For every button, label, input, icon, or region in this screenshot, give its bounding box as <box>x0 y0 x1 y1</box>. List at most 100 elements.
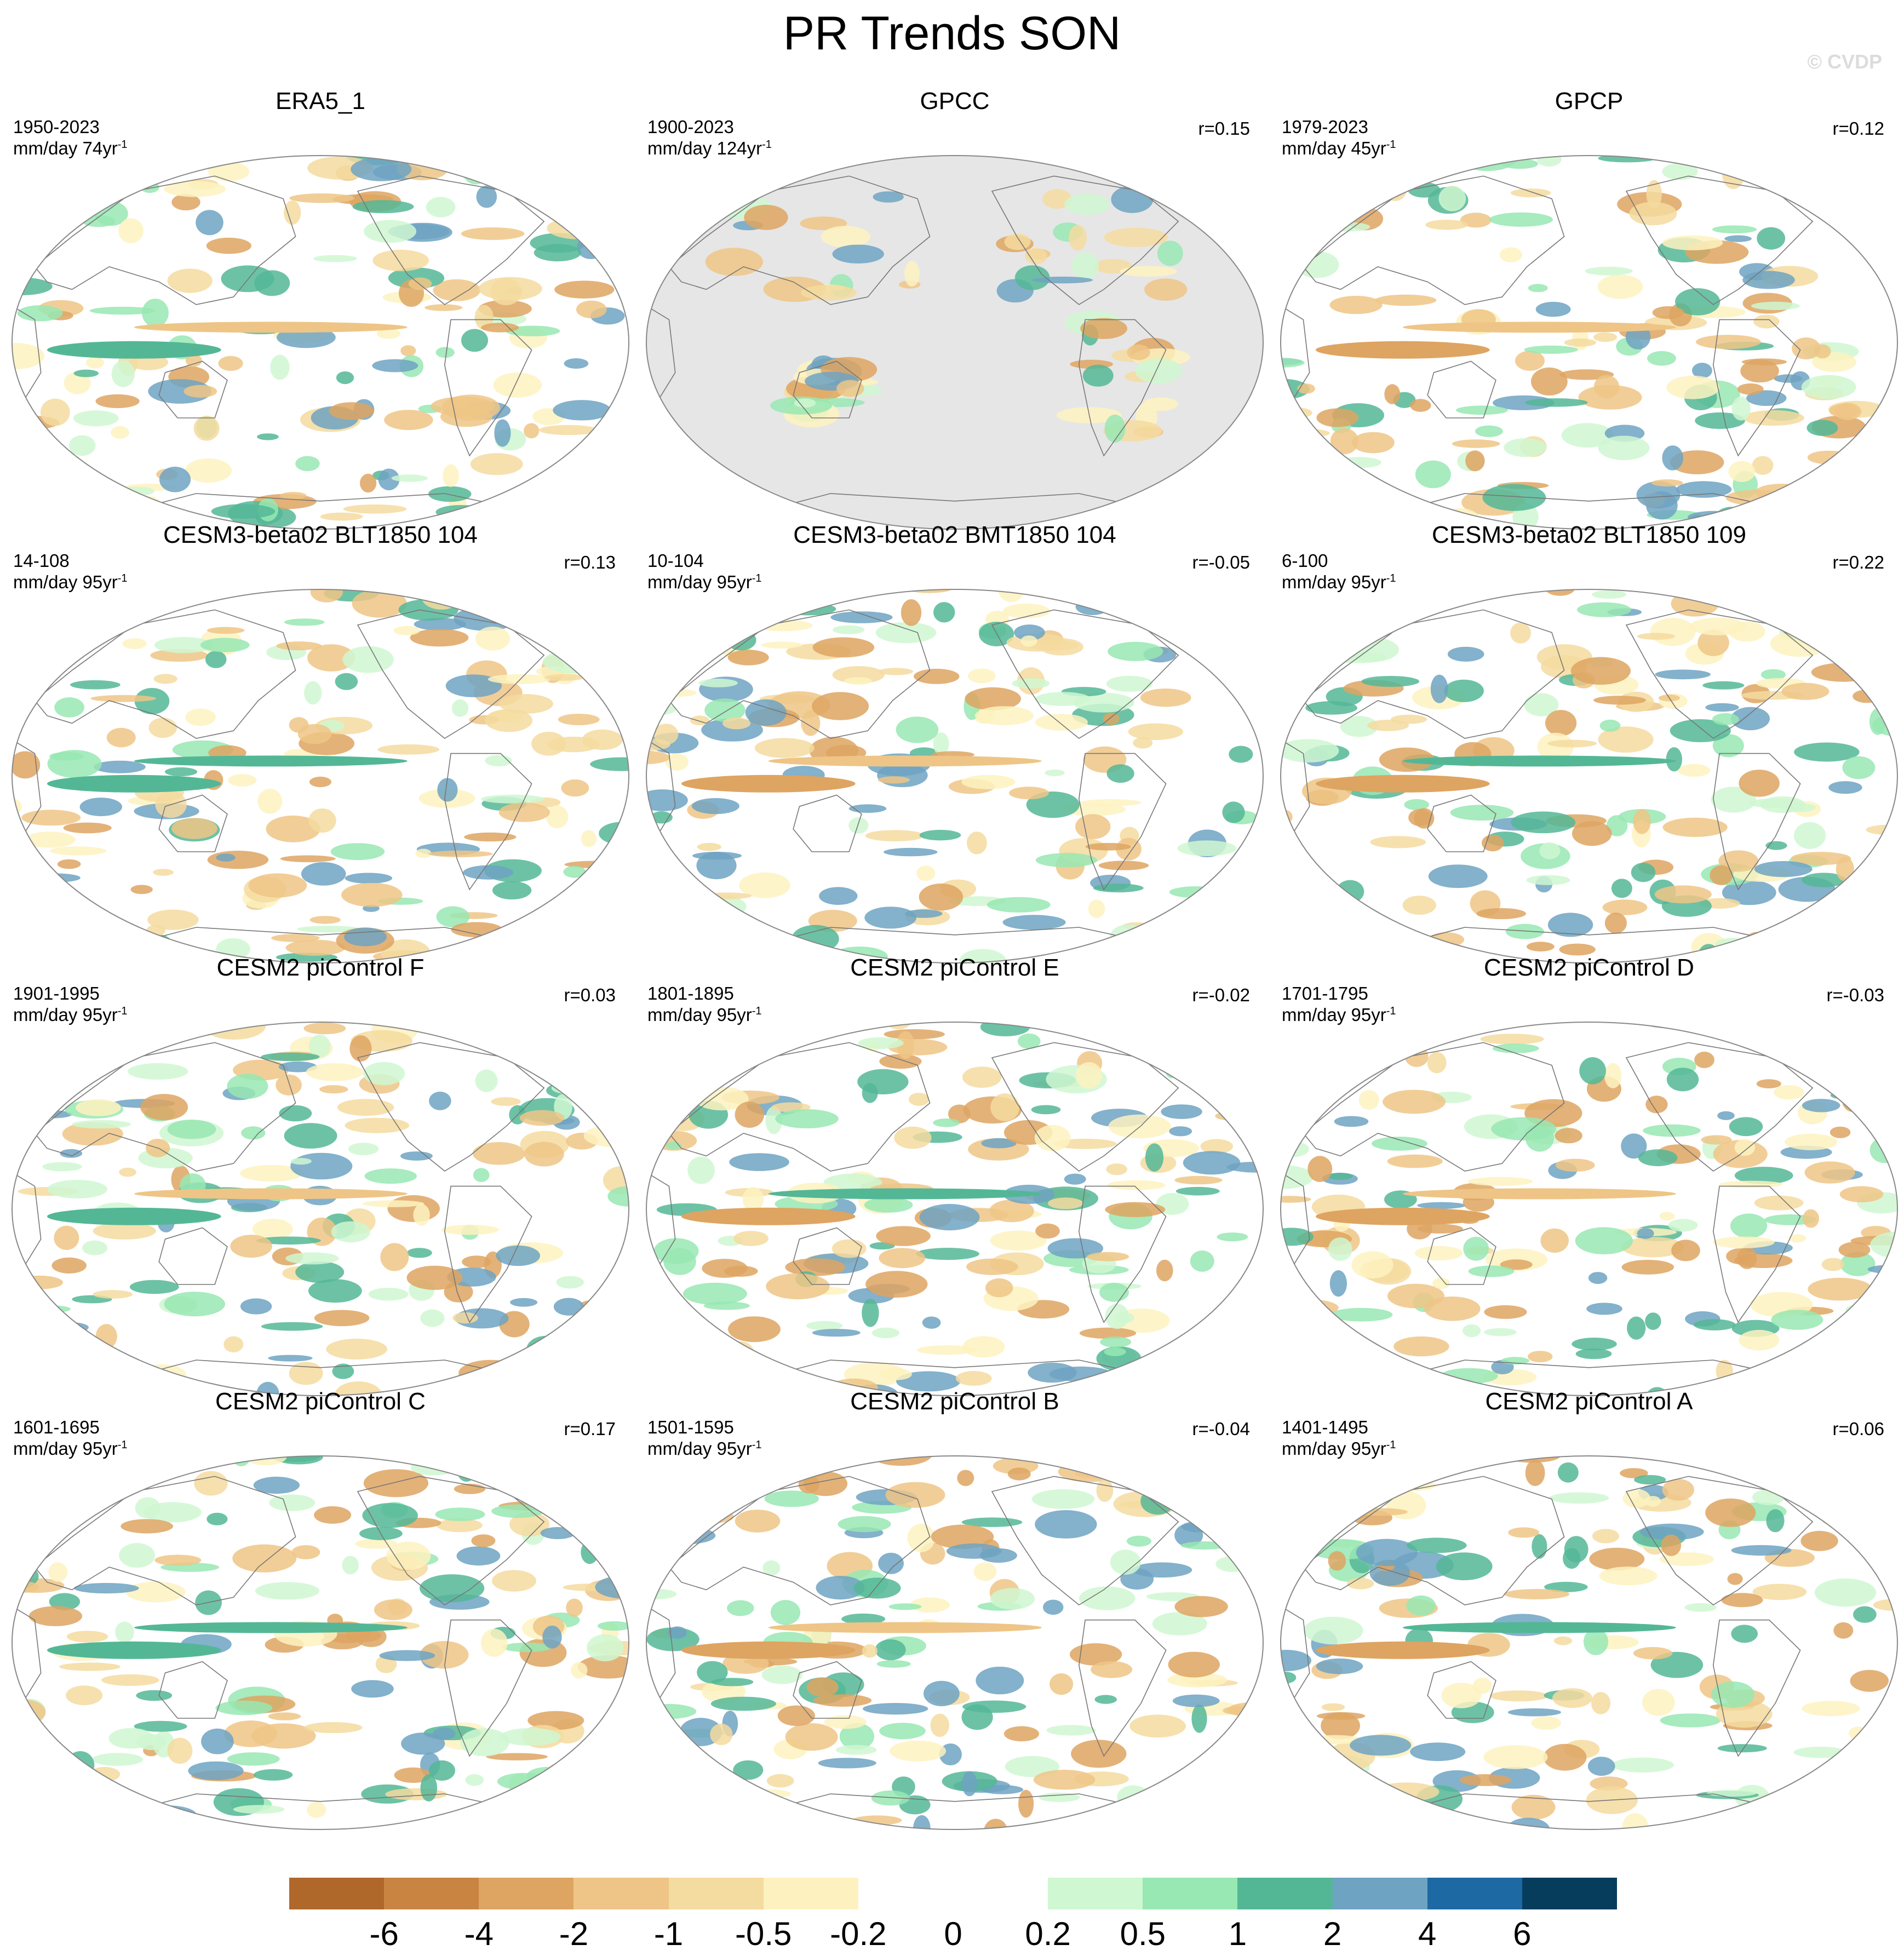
map-panel: CESM3-beta02 BLT1850 104 14-108 mm/day 95y… <box>3 521 638 963</box>
coastline <box>158 1227 228 1285</box>
colorbar-tick-label: 0 <box>944 1915 962 1952</box>
pattern-correlation: r=0.13 <box>564 552 616 572</box>
colorbar-tick-label: 4 <box>1418 1915 1437 1952</box>
coastline <box>34 175 296 305</box>
colorbar-tick-label: -1 <box>653 1915 684 1952</box>
pattern-correlation: r=-0.03 <box>1826 985 1884 1005</box>
coastline <box>444 319 532 457</box>
colorbar-tick-label: 6 <box>1513 1915 1532 1952</box>
colorbar-tick-label: 2 <box>1323 1915 1342 1952</box>
coastline <box>158 794 228 852</box>
coastline <box>1427 360 1496 418</box>
coastline <box>109 1793 532 1817</box>
trend-field <box>1281 1022 1897 1396</box>
panel-units: mm/day 95yr-1 <box>1282 572 1396 593</box>
coastline <box>357 609 545 739</box>
units-exponent: -1 <box>752 1005 762 1017</box>
map-panel: CESM2 piControl D 1701-1795 mm/day 95yr-1 r… <box>1272 954 1904 1396</box>
map-panel: GPCP 1979-2023 mm/day 45yr-1 r=0.12 <box>1272 88 1904 530</box>
coastline <box>444 1619 532 1757</box>
panel-units: mm/day 95yr-1 <box>1282 1005 1396 1025</box>
pattern-correlation: r=0.22 <box>1832 552 1885 572</box>
coastline <box>1427 794 1496 852</box>
map-panel: CESM3-beta02 BMT1850 104 10-104 mm/day 95y… <box>638 521 1272 963</box>
coastline <box>793 360 862 418</box>
panel-title: GPCP <box>1555 88 1624 114</box>
units-text: mm/day 95yr <box>13 1438 118 1459</box>
map-panel: ERA5_1 1950-2023 mm/day 74yr-1 <box>3 88 638 530</box>
units-text: mm/day 45yr <box>1282 138 1386 158</box>
colorbar-box <box>1237 1878 1333 1909</box>
coastline <box>1303 1042 1565 1172</box>
map-panel: GPCC 1900-2023 mm/day 124yr-1 r=0.15 <box>638 88 1272 530</box>
units-exponent: -1 <box>117 1005 128 1017</box>
coastline <box>991 609 1179 739</box>
coastline <box>444 1185 532 1323</box>
units-text: mm/day 95yr <box>1282 1438 1386 1459</box>
coastline <box>1625 1476 1814 1605</box>
colorbar-box <box>1427 1878 1522 1909</box>
map-border <box>1280 1022 1898 1396</box>
coastline <box>991 1476 1179 1605</box>
panel-period: 10-104 <box>647 550 704 571</box>
panel-period: 6-100 <box>1282 550 1328 571</box>
trend-map <box>646 1022 1264 1396</box>
panel-period: 1601-1695 <box>13 1417 100 1437</box>
coastline <box>1378 927 1800 951</box>
pattern-correlation: r=0.15 <box>1198 118 1251 139</box>
coastline <box>158 360 228 418</box>
panel-units: mm/day 45yr-1 <box>1282 138 1396 159</box>
trend-map <box>646 589 1264 963</box>
map-panel: CESM2 piControl A 1401-1495 mm/day 95yr-1 r… <box>1272 1388 1904 1830</box>
coastline <box>1303 1476 1565 1605</box>
units-text: mm/day 95yr <box>647 1005 752 1025</box>
colorbar-tick-label: 0.5 <box>1120 1915 1166 1952</box>
units-text: mm/day 95yr <box>1282 572 1386 592</box>
colorbar-box <box>1522 1878 1617 1909</box>
units-text: mm/day 95yr <box>647 572 752 592</box>
panel-period: 1801-1895 <box>647 983 734 1003</box>
coastline <box>34 609 296 739</box>
trend-map <box>1280 589 1898 963</box>
panel-period: 1979-2023 <box>1282 117 1368 137</box>
units-text: mm/day 95yr <box>13 572 118 592</box>
colorbar-tick-label: 0.2 <box>1025 1915 1071 1952</box>
units-exponent: -1 <box>752 1439 762 1451</box>
coastline <box>743 493 1166 517</box>
units-exponent: -1 <box>117 572 128 584</box>
panel-units: mm/day 95yr-1 <box>13 572 128 593</box>
pattern-correlation: r=-0.02 <box>1192 985 1250 1005</box>
coastline <box>793 794 862 852</box>
coastline <box>109 493 532 517</box>
coastline <box>34 1476 296 1605</box>
coastline <box>357 175 545 305</box>
coastline <box>1712 753 1801 891</box>
pattern-correlation: r=0.12 <box>1832 118 1885 139</box>
coastline <box>158 1661 228 1719</box>
colorbar-box <box>1048 1878 1143 1909</box>
coastline <box>743 1360 1166 1384</box>
units-exponent: -1 <box>1386 1005 1396 1017</box>
trend-map <box>1280 1455 1898 1830</box>
map-panel: CESM3-beta02 BLT1850 109 6-100 mm/day 95yr… <box>1272 521 1904 963</box>
trend-map <box>1280 1022 1898 1396</box>
pattern-correlation: r=-0.04 <box>1192 1419 1250 1439</box>
colorbar-boxes <box>289 1878 1617 1909</box>
panel-title: CESM2 piControl A <box>1485 1388 1693 1415</box>
map-panel: CESM2 piControl B 1501-1595 mm/day 95yr-1 r… <box>638 1388 1272 1830</box>
coastline <box>34 1042 296 1172</box>
colorbar-box <box>1143 1878 1238 1909</box>
trend-map <box>1280 155 1898 530</box>
map-panel: CESM2 piControl F 1901-1995 mm/day 95yr-1 r… <box>3 954 638 1396</box>
colorbar-box <box>1332 1878 1427 1909</box>
coastline <box>1712 1619 1801 1757</box>
coastline <box>1625 609 1814 739</box>
coastline <box>668 1042 931 1172</box>
panel-units: mm/day 74yr-1 <box>13 138 128 159</box>
coastline <box>1303 609 1565 739</box>
panel-title: CESM2 piControl B <box>850 1388 1059 1415</box>
panel-period: 14-108 <box>13 550 70 571</box>
colorbar-box <box>384 1878 479 1909</box>
panel-units: mm/day 95yr-1 <box>647 1438 762 1459</box>
coastline <box>1625 175 1814 305</box>
